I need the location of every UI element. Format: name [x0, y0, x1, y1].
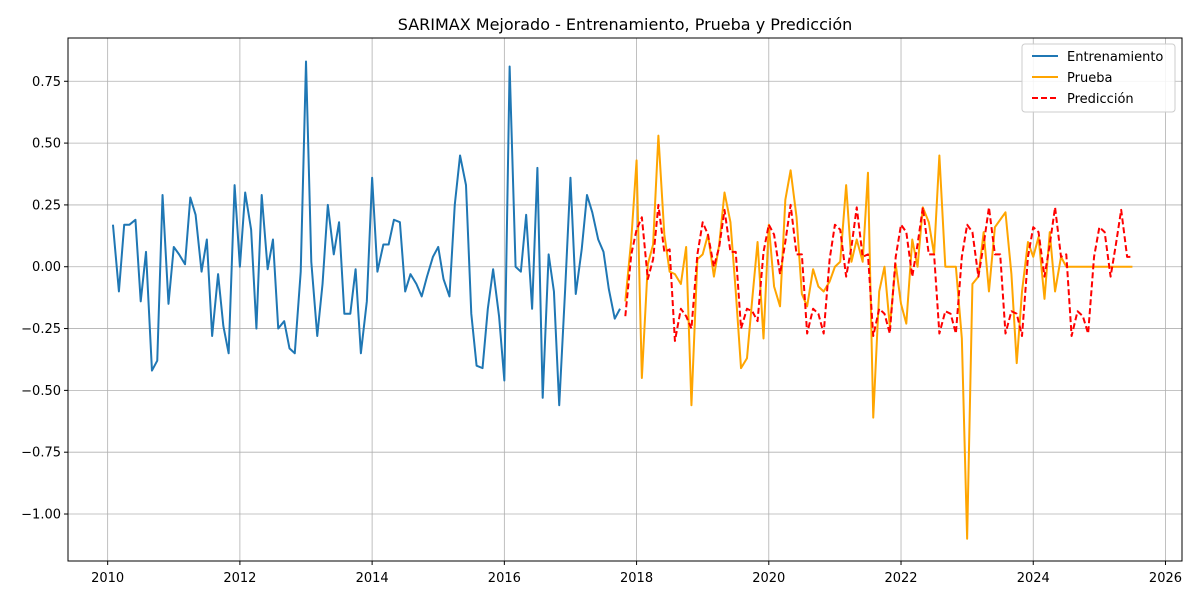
x-tick-label: 2012	[223, 571, 256, 586]
legend-label-prediccion: Predicción	[1067, 92, 1134, 107]
x-tick-label: 2010	[91, 571, 124, 586]
x-tick-label: 2022	[884, 571, 917, 586]
legend: Entrenamiento Prueba Predicción	[1021, 43, 1176, 113]
series-line-prueba	[624, 134, 1133, 540]
x-tick-label: 2016	[488, 571, 521, 586]
x-tick-label: 2020	[752, 571, 785, 586]
legend-label-prueba: Prueba	[1067, 71, 1112, 86]
y-tick-label: −1.00	[21, 508, 61, 523]
y-tick-label: −0.75	[21, 446, 61, 461]
legend-label-entrenamiento: Entrenamiento	[1067, 50, 1163, 65]
y-tick-label: −0.25	[21, 322, 61, 337]
grid	[68, 38, 1182, 561]
series-line-prediccion	[624, 203, 1133, 342]
series-lines	[111, 60, 1133, 540]
y-tick-label: −0.50	[21, 384, 61, 399]
series-line-entrenamiento	[111, 60, 621, 407]
x-axis: 2010 2012 2014 2016 2018 2020 2022 2024 2026	[91, 561, 1182, 586]
plot-frame	[67, 37, 1183, 562]
x-tick-label: 2014	[356, 571, 389, 586]
x-tick-label: 2026	[1149, 571, 1182, 586]
y-tick-label: 0.50	[32, 137, 61, 152]
y-tick-label: 0.00	[32, 260, 61, 275]
chart-title: SARIMAX Mejorado - Entrenamiento, Prueba…	[398, 15, 853, 34]
x-tick-label: 2018	[620, 571, 653, 586]
y-tick-label: 0.25	[32, 198, 61, 213]
x-tick-label: 2024	[1017, 571, 1050, 586]
y-axis: −1.00 −0.75 −0.50 −0.25 0.00 0.25 0.50 0.75	[21, 75, 68, 523]
y-tick-label: 0.75	[32, 75, 61, 90]
legend-box	[1021, 43, 1176, 113]
